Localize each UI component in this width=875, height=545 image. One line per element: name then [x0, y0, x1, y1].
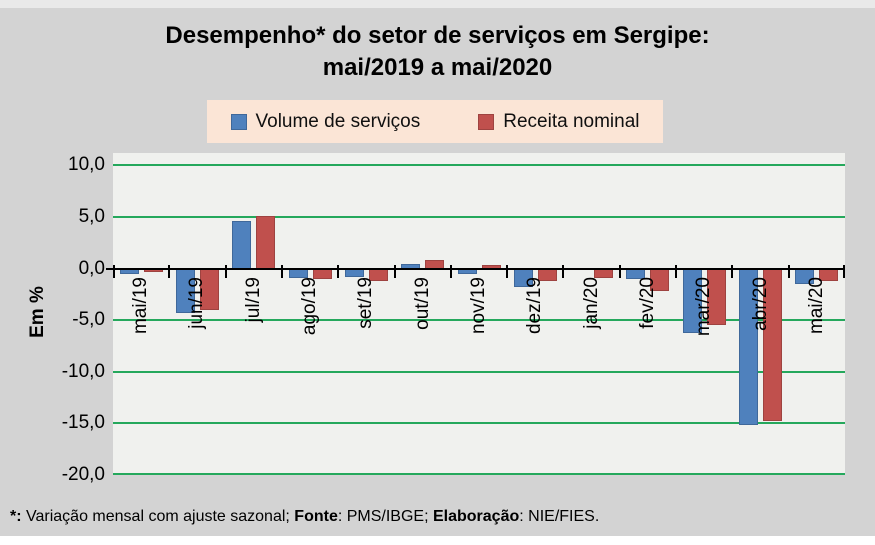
x-category-label: mar/20 [693, 276, 715, 336]
x-axis-tick [449, 264, 452, 278]
legend-item-volume: Volume de serviços [230, 110, 421, 133]
x-axis-tick [337, 264, 340, 278]
gridline--5,0 [113, 319, 845, 322]
gridline--10,0 [113, 370, 845, 373]
y-tick-label: -15,0 [61, 412, 105, 434]
legend-label: Receita nominal [503, 110, 640, 132]
x-axis-tick [675, 264, 678, 278]
gridline--20,0 [113, 473, 845, 475]
x-category-label: abr/20 [749, 276, 771, 331]
legend-item-receita: Receita nominal [478, 110, 640, 133]
x-axis-tick [168, 264, 171, 278]
top-strip [0, 0, 875, 8]
x-axis-tick [562, 264, 565, 278]
y-axis-title: Em % [27, 286, 48, 338]
y-tick-label: 5,0 [78, 205, 105, 227]
x-axis-tick [618, 264, 621, 278]
bottom-strip [0, 536, 875, 545]
plot-area [113, 153, 845, 475]
chart-title-line2: mai/2019 a mai/2020 [322, 54, 553, 81]
x-category-label: jul/19 [242, 276, 264, 322]
footnote-segment: Variação mensal com ajuste sazonal; [21, 508, 295, 525]
x-category-label: mai/20 [805, 276, 827, 334]
x-axis-tick [787, 264, 790, 278]
footnote: *: Variação mensal com ajuste sazonal; F… [10, 508, 870, 526]
bar-volume-set/19 [344, 268, 364, 277]
x-axis-tick [731, 264, 734, 278]
bar-volume-jul/19 [232, 221, 252, 269]
x-axis-tick [224, 264, 227, 278]
legend-swatch-icon [230, 113, 247, 130]
y-tick-label: 10,0 [68, 154, 105, 176]
legend-swatch-icon [478, 113, 495, 130]
x-category-label: jun/19 [186, 276, 208, 329]
x-category-label: dez/19 [524, 276, 546, 334]
footnote-segment: : NIE/FIES. [519, 508, 600, 525]
footnote-segment: Fonte [294, 508, 338, 525]
gridline-5,0 [113, 215, 845, 218]
footnote-segment: Elaboração [432, 508, 520, 525]
y-tick-label: -10,0 [61, 360, 105, 382]
legend: Volume de serviços Receita nominal [207, 100, 663, 143]
x-category-label: set/19 [355, 276, 377, 329]
footnote-segment: : PMS/IBGE; [337, 508, 433, 525]
chart-title: Desempenho* do setor de serviços em Serg… [0, 20, 875, 84]
y-tick-label: -20,0 [61, 464, 105, 485]
chart-title-line1: Desempenho* do setor de serviços em Serg… [165, 22, 710, 49]
x-axis-tick [843, 264, 845, 278]
x-category-label: mai/19 [130, 276, 152, 334]
x-category-label: fev/20 [636, 276, 658, 329]
x-category-label: jan/20 [580, 276, 602, 329]
x-category-label: nov/19 [468, 276, 489, 334]
gridline--15,0 [113, 422, 845, 425]
x-axis-tick [506, 264, 509, 278]
legend-label: Volume de serviços [255, 110, 421, 132]
x-axis-tick [280, 264, 283, 278]
x-axis-line [113, 267, 845, 270]
gridline-10,0 [113, 164, 845, 167]
y-axis-zero-tick [106, 267, 113, 270]
x-category-label: out/19 [411, 276, 433, 330]
y-tick-label: -5,0 [72, 309, 105, 331]
x-category-label: ago/19 [299, 276, 321, 335]
footnote-segment: *: [10, 508, 22, 525]
x-axis-tick [113, 264, 115, 278]
bar-receita-jul/19 [256, 215, 276, 269]
y-tick-label: 0,0 [78, 257, 105, 279]
x-axis-tick [393, 264, 396, 278]
